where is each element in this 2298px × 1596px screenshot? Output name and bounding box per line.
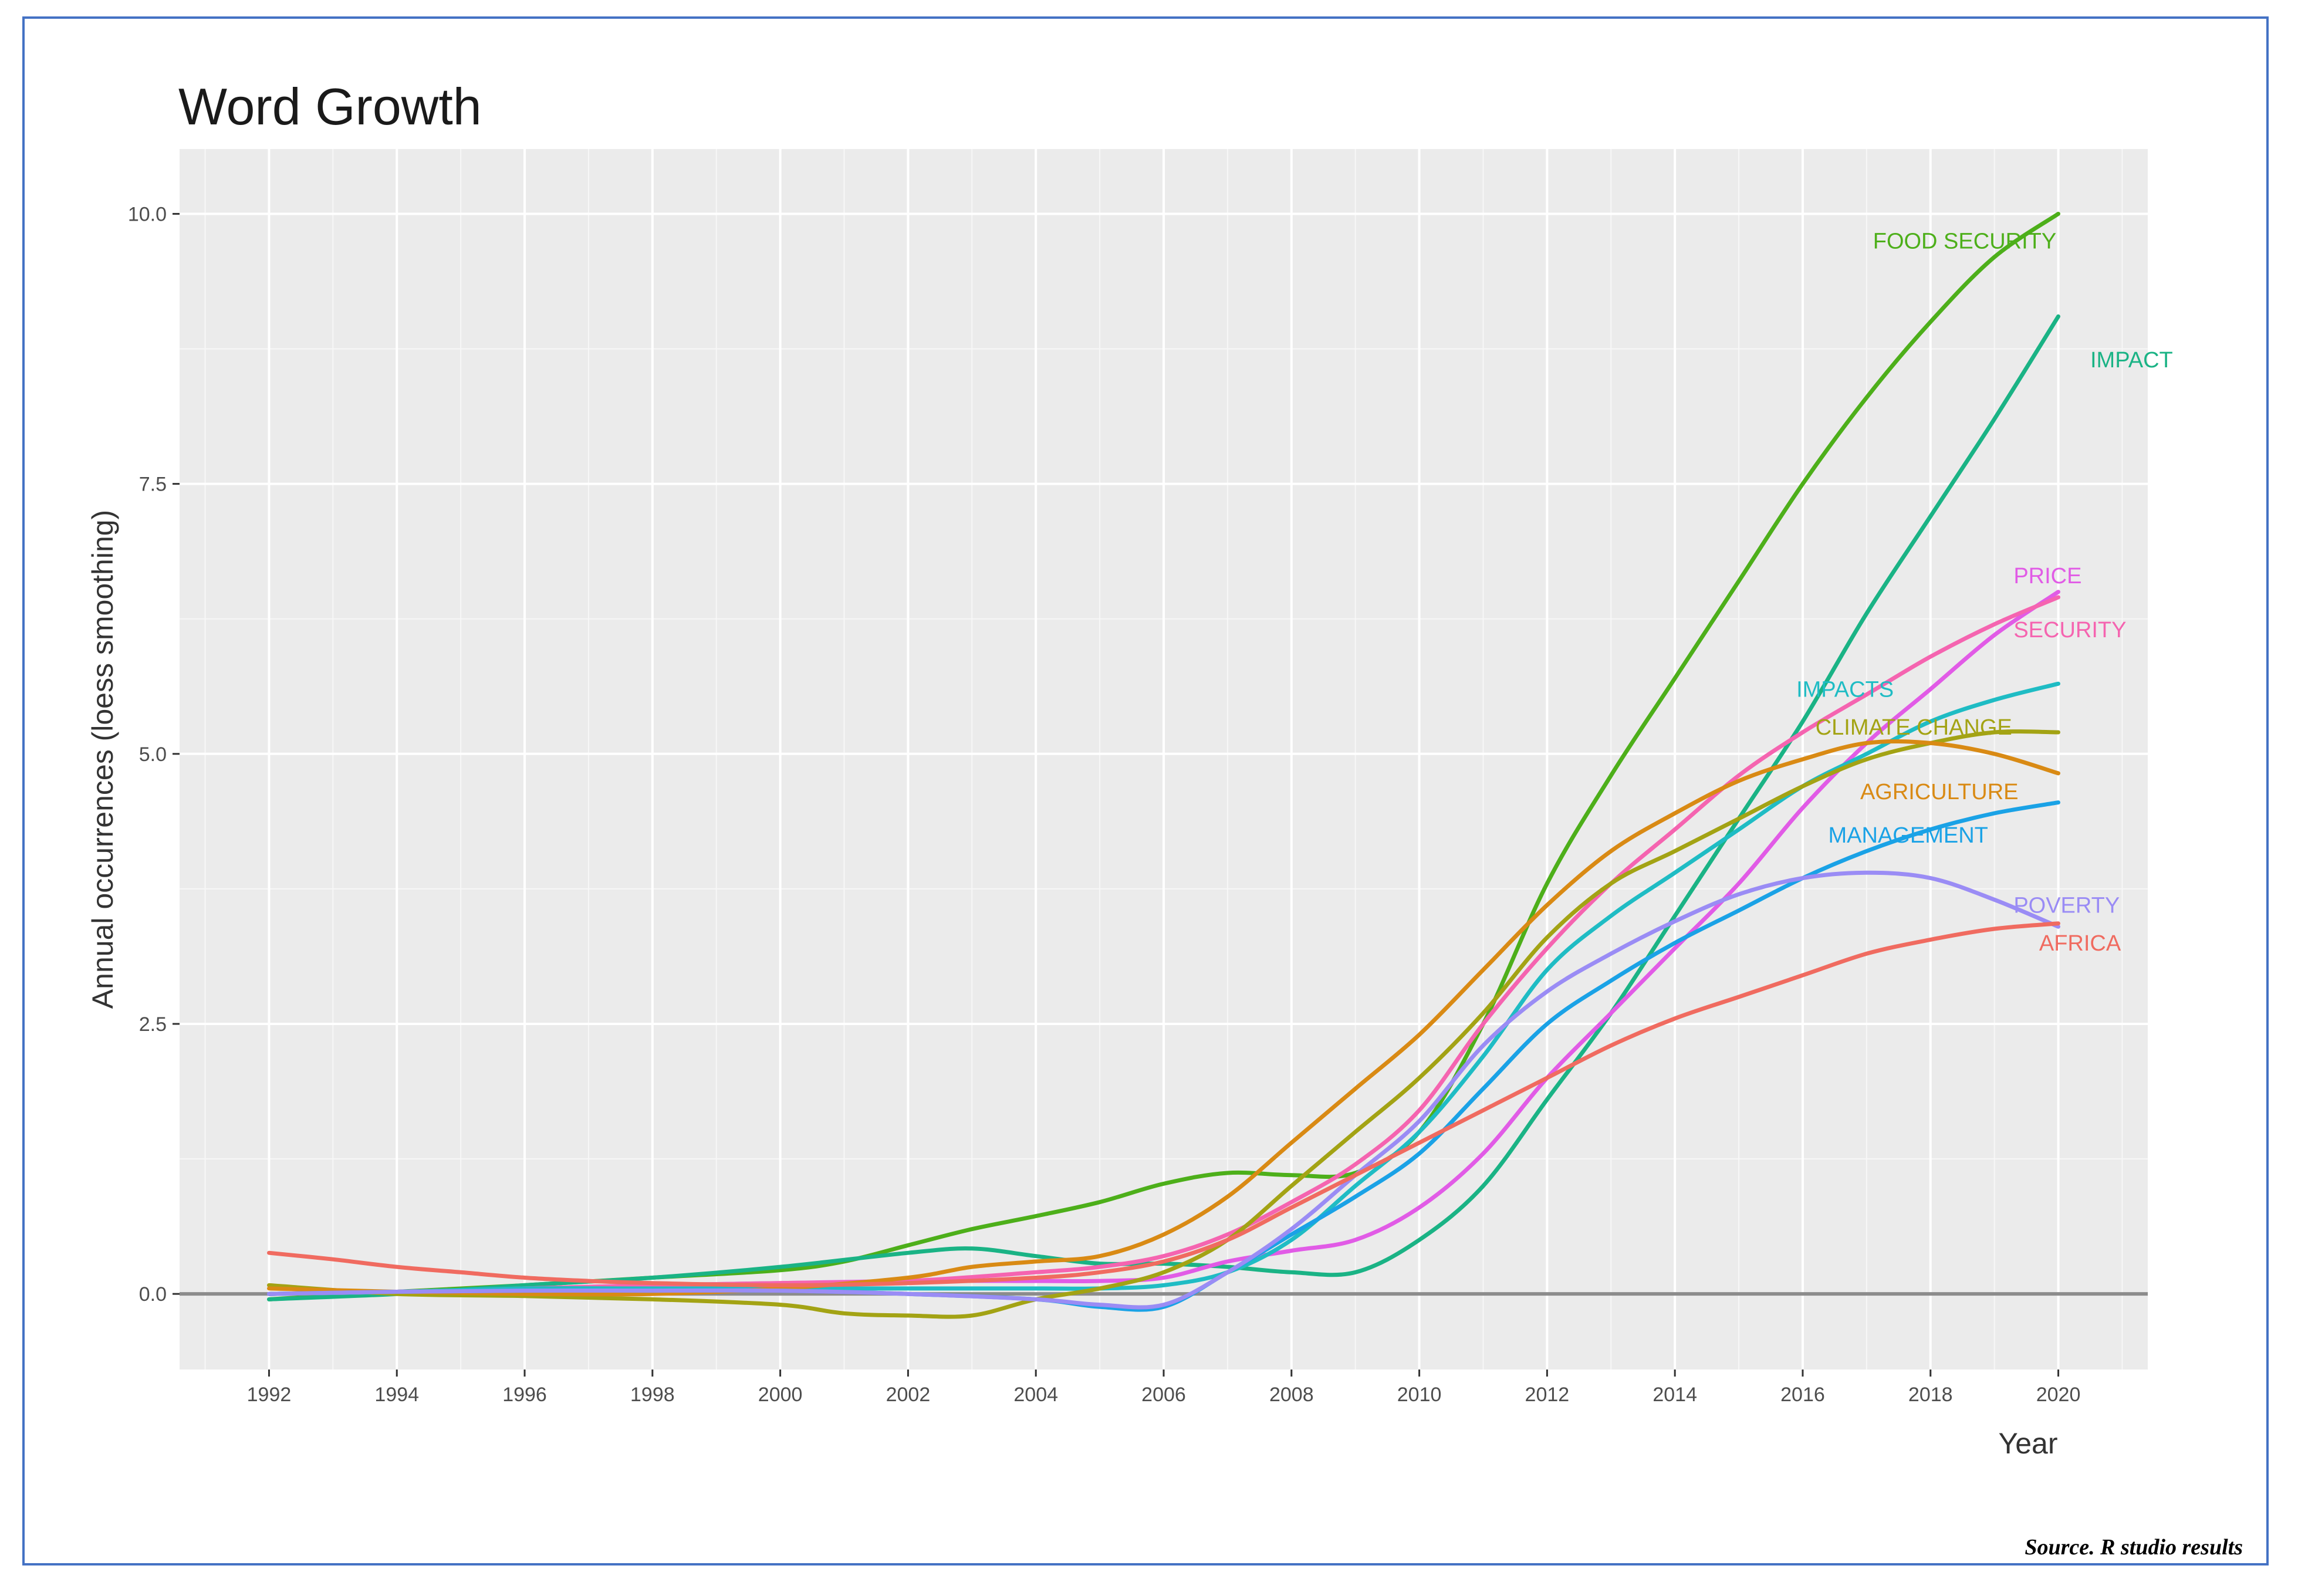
x-tick-label: 2020 [2036,1384,2081,1406]
x-tick-label: 2004 [1013,1384,1058,1406]
x-tick-label: 1996 [502,1384,547,1406]
series-labels: FOOD SECURITY IMPACT PRICE SECURITY IMPACTS C… [1796,229,2173,955]
series-label-management: MANAGEMENT [1829,823,1988,848]
series-line-agriculture [267,739,2060,1297]
x-tick-label: 1994 [374,1384,419,1406]
series-label-agriculture: AGRICULTURE [1860,780,2019,804]
source-note: Source. R studio results [2025,1535,2243,1560]
series-label-food-security: FOOD SECURITY [1873,229,2056,253]
minor-gridlines [180,149,2148,1370]
y-tick-label: 7.5 [139,474,167,496]
x-tick-label: 2018 [1908,1384,1953,1406]
y-axis-title: Annual occurrences (loess smoothing) [86,510,119,1009]
series-line-poverty [267,870,2060,1310]
series-label-security: SECURITY [2013,618,2126,643]
x-tick-label: 2006 [1141,1384,1186,1406]
series-label-africa: AFRICA [2039,931,2121,956]
x-tick-label: 2010 [1397,1384,1442,1406]
x-tick-label: 2016 [1780,1384,1825,1406]
x-axis-ticks: 1992 1994 1996 1998 2000 2002 2004 2006 2008 2010… [247,1370,2081,1406]
chart: Word Growth 0.02.55.07.510.0 1992 1994 199… [86,77,2243,1560]
series-label-impact: IMPACT [2090,348,2173,373]
series-label-impacts: IMPACTS [1796,677,1894,702]
x-tick-label: 1992 [247,1384,292,1406]
series-line-climate-change [267,729,2060,1319]
y-tick-label: 0.0 [139,1283,167,1306]
y-axis-ticks: 0.0 2.5 5.0 7.5 10.0 [128,203,180,1306]
x-tick-label: 2012 [1525,1384,1570,1406]
series-label-price: PRICE [2013,564,2081,589]
x-tick-label: 1998 [630,1384,675,1406]
figure-frame: Word Growth 0.0 2.5 5.0 7.5 10.0 1992 1994 199… [22,16,2269,1565]
series-lines [267,211,2060,1319]
y-tick-label: 10.0 [128,203,167,225]
series-line-africa [267,921,2060,1287]
x-tick-label: 2008 [1269,1384,1314,1406]
x-tick-label: 2000 [758,1384,803,1406]
x-tick-label: 2014 [1652,1384,1697,1406]
x-axis-title: Year [1998,1427,2057,1460]
series-label-poverty: POVERTY [2013,893,2120,918]
x-tick-label: 2002 [886,1384,931,1406]
y-tick-label: 5.0 [139,743,167,766]
chart-title: Word Growth [178,77,482,136]
y-tick-label: 2.5 [139,1013,167,1036]
series-label-climate-change: CLIMATE CHANGE [1816,715,2012,740]
series-line-impact [267,314,2060,1301]
